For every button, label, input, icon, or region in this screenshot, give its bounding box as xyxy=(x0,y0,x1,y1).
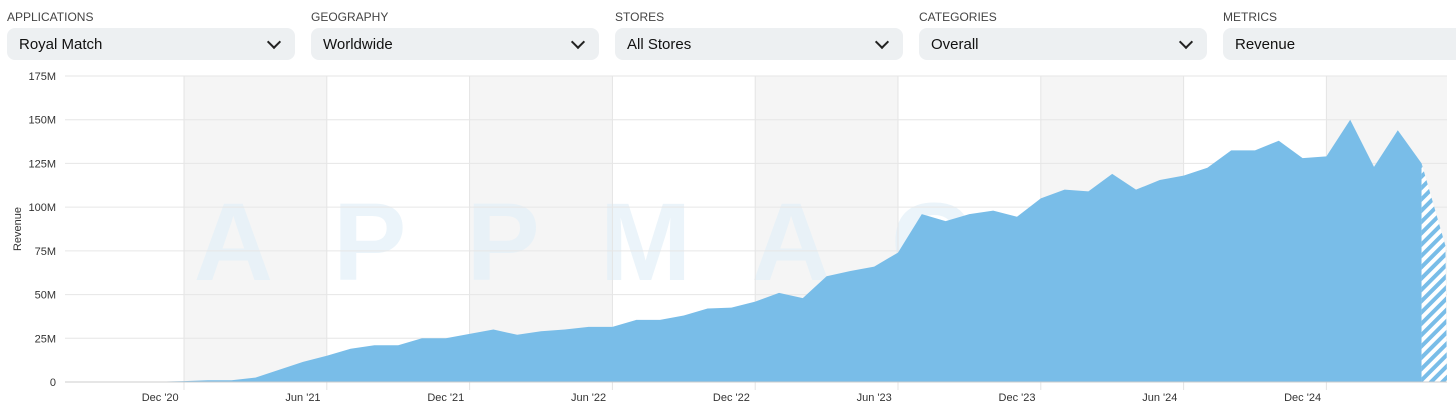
filter-bar: APPLICATIONS Royal Match GEOGRAPHY Worldw… xyxy=(7,0,1456,60)
x-tick-label: Jun '23 xyxy=(857,392,892,404)
x-tick-label: Jun '22 xyxy=(571,392,606,404)
y-tick-label: 175M xyxy=(28,71,56,83)
filter-label: STORES xyxy=(615,10,665,24)
x-tick-label: Dec '23 xyxy=(999,392,1036,404)
y-tick-label: 0 xyxy=(50,377,56,389)
filter-value: All Stores xyxy=(627,35,692,53)
filter-label: CATEGORIES xyxy=(919,10,997,24)
y-tick-label: 75M xyxy=(35,246,56,258)
filter-label: METRICS xyxy=(1223,10,1277,24)
filter-label: APPLICATIONS xyxy=(7,10,94,24)
x-tick-label: Dec '21 xyxy=(427,392,464,404)
filter-dropdown[interactable]: All Stores xyxy=(615,28,903,60)
x-tick-label: Dec '24 xyxy=(1284,392,1321,404)
filter-stores: STORES All Stores xyxy=(615,0,903,60)
y-tick-label: 150M xyxy=(28,115,56,127)
filter-label: GEOGRAPHY xyxy=(311,10,389,24)
filter-dropdown[interactable]: Royal Match xyxy=(7,28,295,60)
shaded-band xyxy=(184,76,327,382)
filter-dropdown[interactable]: Worldwide xyxy=(311,28,599,60)
filter-value: Worldwide xyxy=(323,35,393,53)
filter-value: Royal Match xyxy=(19,35,103,53)
y-axis-label: Revenue xyxy=(12,207,24,251)
x-tick-label: Dec '20 xyxy=(142,392,179,404)
y-tick-label: 125M xyxy=(28,158,56,170)
y-tick-label: 25M xyxy=(35,333,56,345)
filter-value: Overall xyxy=(931,35,979,53)
filter-dropdown[interactable]: Revenue xyxy=(1223,28,1456,60)
filter-dropdown[interactable]: Overall xyxy=(919,28,1207,60)
filter-value: Revenue xyxy=(1235,35,1296,53)
y-tick-label: 50M xyxy=(35,290,56,302)
revenue-area xyxy=(65,119,1422,382)
x-tick-label: Dec '22 xyxy=(713,392,750,404)
filter-applications: APPLICATIONS Royal Match xyxy=(7,0,295,60)
filter-categories: CATEGORIES Overall xyxy=(919,0,1207,60)
forecast-area xyxy=(1421,163,1447,382)
y-tick-label: 100M xyxy=(28,202,56,214)
filter-metrics: METRICS Revenue xyxy=(1223,0,1456,60)
filter-geography: GEOGRAPHY Worldwide xyxy=(311,0,599,60)
x-tick-label: Jun '24 xyxy=(1142,392,1177,404)
x-tick-label: Jun '21 xyxy=(285,392,320,404)
